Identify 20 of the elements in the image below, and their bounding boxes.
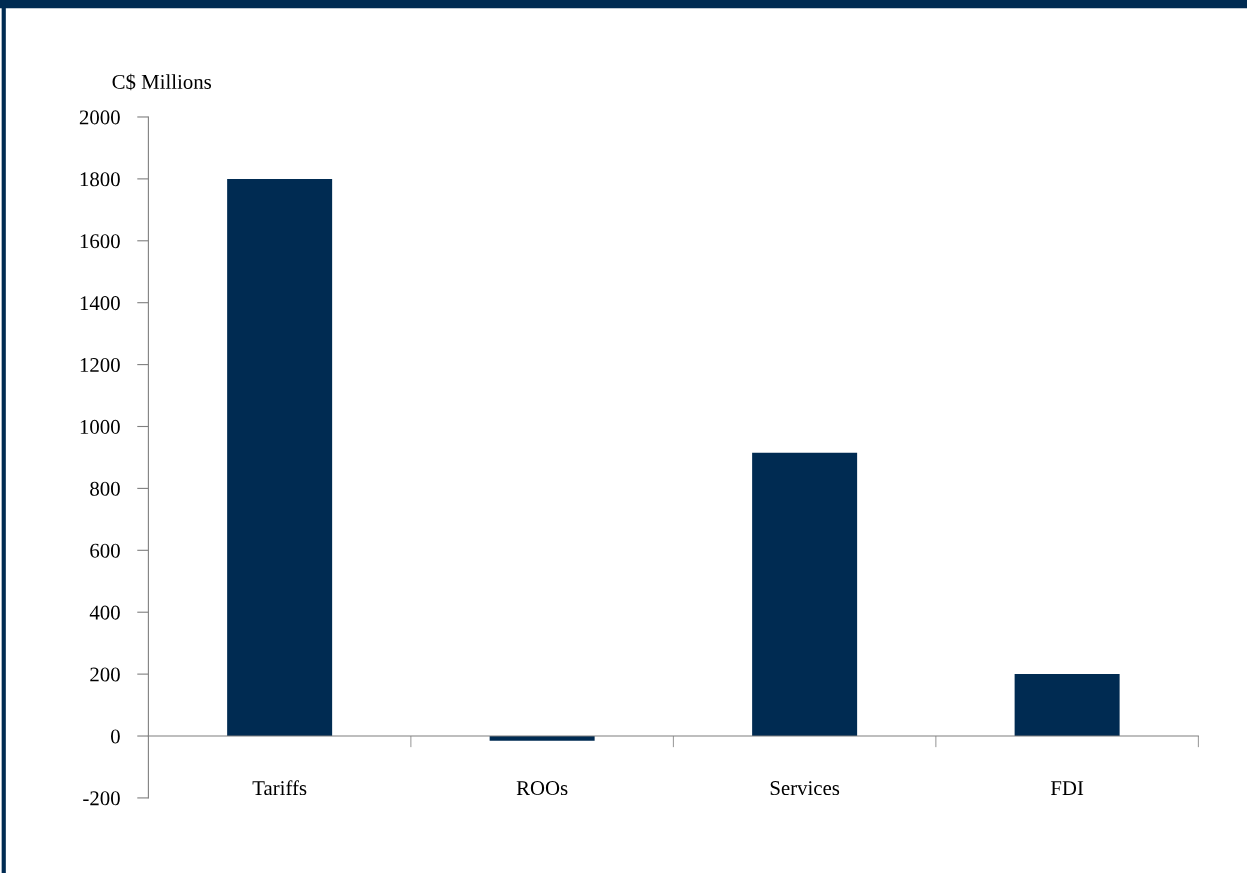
bar [752,452,858,737]
y-tick-label: 1800 [80,172,120,187]
y-axis-title: C$ Millions [112,73,212,91]
x-tick-label: Services [770,781,840,796]
x-tick-label: Tariffs [252,780,307,796]
y-tick-label: 2000 [79,110,120,125]
y-tick-label: 600 [90,543,120,558]
y-tick-label: 200 [90,667,120,682]
x-tick-label: ROOs [516,781,568,796]
y-tick-label: 1400 [80,296,120,311]
y-tick-label: 400 [89,605,120,620]
y-tick-label: -200 [83,791,120,806]
y-tick-label: 800 [90,481,120,496]
bar [227,178,333,737]
y-tick-label: 1000 [80,419,120,434]
y-tick-label: 1200 [80,357,120,373]
bar [1014,674,1120,737]
x-tick-label: FDI [1050,781,1084,795]
y-tick-label: 1600 [80,234,120,249]
y-tick-label: 0 [110,729,120,744]
